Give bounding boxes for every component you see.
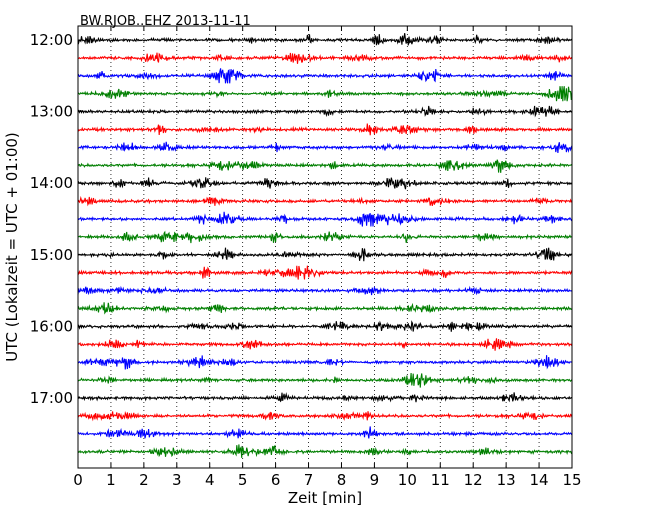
seismogram-trace bbox=[77, 355, 573, 370]
x-tick-label: 2 bbox=[139, 471, 149, 489]
x-tick-label: 12 bbox=[464, 471, 483, 489]
x-tick-label: 10 bbox=[398, 471, 417, 489]
x-tick-label: 13 bbox=[497, 471, 516, 489]
x-tick-label: 8 bbox=[337, 471, 347, 489]
x-tick-label: 0 bbox=[73, 471, 83, 489]
seismogram-trace bbox=[77, 230, 573, 244]
seismogram-trace bbox=[77, 392, 573, 403]
x-tick-label: 1 bbox=[106, 471, 116, 489]
x-tick-label: 4 bbox=[205, 471, 215, 489]
seismogram-trace bbox=[77, 372, 573, 388]
seismogram-trace bbox=[77, 177, 573, 190]
seismogram-trace bbox=[77, 410, 573, 422]
seismogram-trace bbox=[77, 265, 573, 280]
seismogram-trace bbox=[77, 426, 573, 439]
seismogram-trace bbox=[77, 52, 573, 64]
seismogram-trace bbox=[77, 123, 573, 136]
seismogram-trace bbox=[77, 285, 573, 296]
seismogram-traces bbox=[77, 33, 573, 458]
y-tick-label: 12:00 bbox=[30, 31, 73, 49]
seismogram-trace bbox=[77, 444, 573, 458]
seismogram-trace bbox=[77, 105, 573, 118]
seismogram-trace bbox=[77, 247, 573, 262]
seismogram-trace bbox=[77, 302, 573, 315]
plot-frame bbox=[77, 25, 573, 469]
seismogram-trace bbox=[77, 86, 573, 102]
y-tick-label: 16:00 bbox=[30, 317, 73, 335]
x-tick-label: 9 bbox=[370, 471, 380, 489]
y-tick-label: 17:00 bbox=[30, 389, 73, 407]
seismogram-trace bbox=[77, 320, 573, 332]
y-tick-label: 15:00 bbox=[30, 246, 73, 264]
y-axis-label: UTC (Lokalzeit = UTC + 01:00) bbox=[3, 132, 21, 362]
seismogram-trace bbox=[77, 195, 573, 207]
x-axis-ticks: 0 1 2 3 4 5 6 7 8 9 10 11 12 13 14 15 bbox=[73, 26, 582, 489]
chart-title: BW.RJOB..EHZ 2013-11-11 bbox=[80, 14, 251, 29]
x-tick-label: 5 bbox=[238, 471, 248, 489]
seismogram-trace bbox=[77, 141, 573, 154]
x-tick-label: 15 bbox=[562, 471, 581, 489]
x-tick-label: 11 bbox=[431, 471, 450, 489]
x-tick-label: 6 bbox=[271, 471, 281, 489]
y-tick-label: 14:00 bbox=[30, 174, 73, 192]
x-tick-label: 14 bbox=[530, 471, 549, 489]
x-tick-label: 7 bbox=[304, 471, 314, 489]
x-axis-label: Zeit [min] bbox=[288, 489, 362, 507]
seismogram-trace bbox=[77, 33, 573, 46]
grid-lines bbox=[110, 26, 540, 468]
x-tick-label: 3 bbox=[172, 471, 182, 489]
seismogram-trace bbox=[77, 159, 573, 173]
seismogram-trace bbox=[77, 211, 573, 227]
y-axis-ticks: 12:00 13:00 14:00 15:00 16:00 17:00 bbox=[30, 31, 572, 407]
seismogram-trace bbox=[77, 68, 573, 84]
y-tick-label: 13:00 bbox=[30, 103, 73, 121]
seismogram-trace bbox=[77, 338, 573, 351]
